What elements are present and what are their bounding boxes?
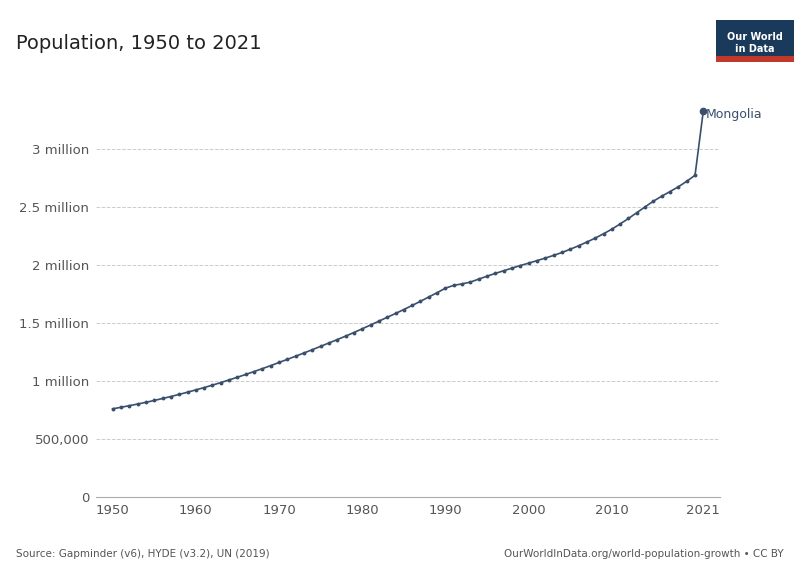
Text: Mongolia: Mongolia: [706, 107, 762, 120]
Text: Source: Gapminder (v6), HYDE (v3.2), UN (2019): Source: Gapminder (v6), HYDE (v3.2), UN …: [16, 549, 270, 559]
Text: Population, 1950 to 2021: Population, 1950 to 2021: [16, 34, 262, 53]
Text: OurWorldInData.org/world-population-growth • CC BY: OurWorldInData.org/world-population-grow…: [504, 549, 784, 559]
Text: Our World
in Data: Our World in Data: [727, 32, 783, 54]
